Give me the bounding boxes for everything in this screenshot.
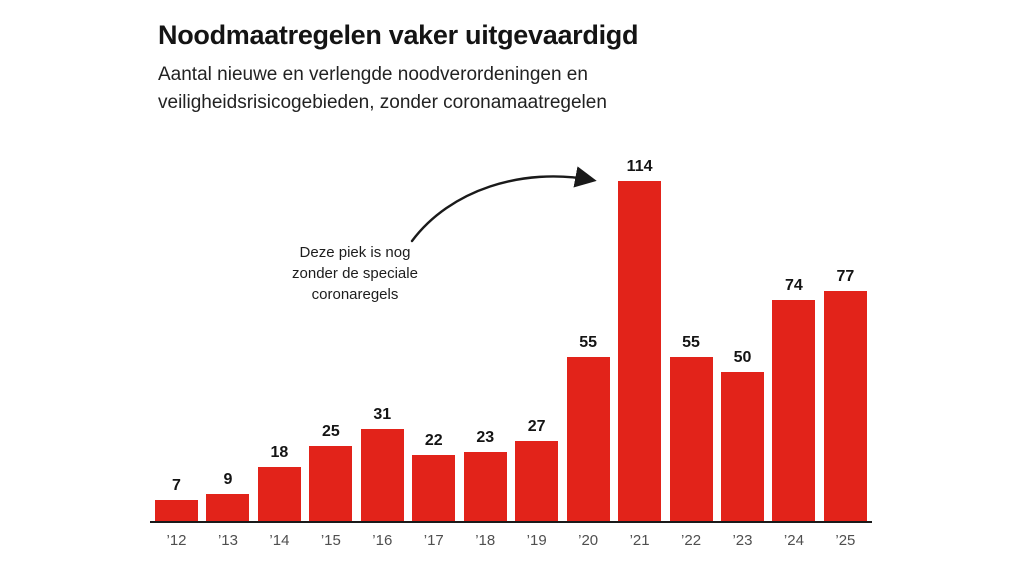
bar (463, 452, 507, 521)
bar-column: 22 (412, 432, 456, 521)
x-tick-label: ’18 (475, 532, 496, 549)
x-tick-label: ’19 (526, 532, 547, 549)
bar-column: 114 (618, 158, 662, 521)
bar-column: 55 (669, 334, 713, 521)
x-tick-label: ’17 (423, 532, 444, 549)
bar-value-label: 9 (223, 471, 233, 489)
bar (720, 371, 764, 521)
bar-column: 74 (772, 277, 816, 521)
bar-column: 27 (515, 417, 559, 521)
x-tick-label: ’22 (681, 532, 702, 549)
x-tick-label: ’23 (732, 532, 753, 549)
bar-value-label: 50 (733, 348, 752, 366)
x-tick-label: ’16 (372, 532, 393, 549)
x-tick-label: ’15 (320, 532, 341, 549)
bar (823, 291, 867, 521)
bar-value-label: 55 (682, 334, 700, 351)
bar (669, 357, 713, 521)
bar (206, 494, 250, 521)
bar-column: 77 (823, 268, 867, 521)
x-axis-baseline (150, 521, 872, 523)
annotation-line1: Deze piek is nog (299, 244, 411, 261)
annotation-line2: zonder de speciale (292, 265, 418, 282)
bar (618, 181, 662, 521)
bar (309, 446, 353, 521)
bar-value-label: 77 (836, 268, 855, 286)
x-axis-tick-row: ’12 ’13 ’14 ’15 ’16 ’17 ’18 ’19 ’20 ’21 ’22 ’23 ’24 ’… (155, 532, 867, 549)
x-tick-label: ’24 (783, 532, 804, 549)
bar-value-label: 23 (476, 429, 495, 447)
bar-value-label: 7 (172, 477, 181, 495)
x-tick-label: ’14 (269, 532, 290, 549)
bar (412, 455, 456, 521)
chart-subtitle-line2: veiligheidsrisicogebieden, zonder corona… (158, 92, 607, 113)
bar (257, 467, 301, 521)
bar (566, 357, 610, 521)
bar (772, 300, 816, 521)
bars-row: 7 9 18 25 31 22 23 27 55 114 55 50 74 77 (155, 139, 867, 521)
bar (360, 428, 404, 521)
bar-chart: 7 9 18 25 31 22 23 27 55 114 55 50 74 77 ’12 ’13 ’14 ’15… (150, 139, 872, 549)
bar-column: 25 (309, 423, 353, 521)
bar-value-label: 55 (579, 334, 598, 351)
bar-column: 18 (257, 444, 301, 521)
chart-title: Noodmaatregelen vaker uitgevaardigd (158, 20, 639, 50)
bar-value-label: 22 (424, 432, 443, 450)
bar-column: 31 (360, 405, 404, 521)
bar-column: 23 (463, 429, 507, 521)
bar-column: 55 (566, 334, 610, 521)
bar-value-label: 25 (321, 423, 340, 441)
annotation-line3: coronaregels (311, 286, 399, 303)
x-tick-label: ’20 (578, 532, 599, 549)
x-tick-label: ’21 (629, 532, 650, 549)
x-tick-label: ’25 (835, 532, 856, 549)
bar-column: 50 (720, 348, 764, 521)
x-tick-label: ’12 (166, 532, 187, 549)
bar (155, 500, 198, 521)
bar-value-label: 31 (373, 405, 392, 423)
bar-value-label: 114 (626, 158, 653, 175)
bar-value-label: 18 (270, 444, 289, 462)
chart-header: Noodmaatregelen vaker uitgevaardigd Aant… (158, 20, 878, 117)
bar-value-label: 74 (785, 277, 803, 295)
chart-subtitle: Aantal nieuwe en verlengde noodverordeni… (158, 61, 878, 117)
bar-column: 9 (206, 471, 250, 521)
annotation-text: Deze piek is nog zonder de speciale coro… (272, 242, 438, 305)
bar (515, 440, 559, 521)
chart-subtitle-line1: Aantal nieuwe en verlengde noodverordeni… (158, 64, 588, 85)
x-tick-label: ’13 (217, 532, 238, 549)
bar-column: 7 (155, 477, 198, 521)
bar-value-label: 27 (527, 417, 546, 435)
